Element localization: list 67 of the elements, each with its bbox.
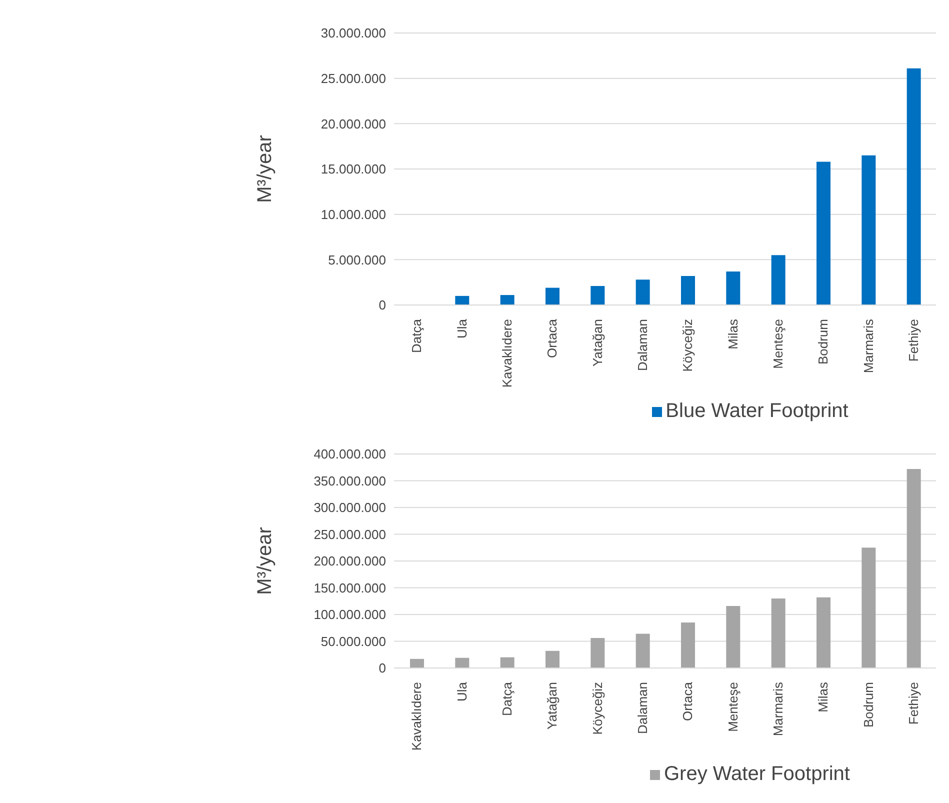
y-tick-label: 15.000.000 xyxy=(320,162,386,177)
y-tick-label: 0 xyxy=(378,660,386,676)
bar xyxy=(862,548,876,668)
x-tick-label: Yatağan xyxy=(590,319,605,366)
x-tick-label: Menteşe xyxy=(725,682,740,732)
bar xyxy=(726,606,740,668)
y-tick-label: 350.000.000 xyxy=(314,473,386,488)
x-tick-label: Marmaris xyxy=(860,318,876,374)
x-tick-label: Fethiye xyxy=(906,682,921,725)
x-tick-label: Dalaman xyxy=(634,682,650,734)
x-tick-label: Kavaklıdere xyxy=(499,319,514,388)
y-tick-label: 150.000.000 xyxy=(314,580,386,596)
bar xyxy=(681,622,695,668)
x-tick-label: Köyceğiz xyxy=(680,319,696,372)
x-tick-label: Ortaca xyxy=(680,681,696,722)
bar xyxy=(906,468,921,668)
y-axis-title: M³/year xyxy=(254,526,276,595)
x-tick-label: Ula xyxy=(454,318,470,339)
bar xyxy=(455,658,470,668)
y-tick-label: 50.000.000 xyxy=(320,634,386,649)
y-tick-label: 10.000.000 xyxy=(320,206,386,222)
bar xyxy=(410,658,424,668)
bar xyxy=(681,276,695,305)
y-tick-label: 0 xyxy=(378,298,386,313)
y-tick-label: 400.000.000 xyxy=(314,446,386,462)
legend-label: Blue Water Footprint xyxy=(666,400,848,422)
legend-label: Grey Water Footprint xyxy=(664,763,850,785)
bar xyxy=(726,271,740,305)
y-tick-label: 100.000.000 xyxy=(314,607,386,622)
bar xyxy=(546,650,560,668)
bar xyxy=(636,634,650,668)
x-tick-label: Bodrum xyxy=(860,682,876,728)
x-tick-label: Yatağan xyxy=(544,682,560,730)
x-tick-label: Menteşe xyxy=(770,319,786,369)
x-tick-label: Marmaris xyxy=(770,682,786,736)
y-tick-label: 250.000.000 xyxy=(314,526,386,542)
y-tick-label: 300.000.000 xyxy=(314,500,386,516)
x-tick-label: Ula xyxy=(454,681,470,702)
bar xyxy=(816,162,830,305)
y-tick-label: 25.000.000 xyxy=(320,70,386,86)
x-tick-label: Kavaklıdere xyxy=(409,682,424,751)
bar xyxy=(906,68,921,305)
y-tick-label: 5.000.000 xyxy=(328,252,386,268)
x-tick-label: Bodrum xyxy=(816,319,831,365)
x-tick-label: Milas xyxy=(816,682,831,712)
x-tick-label: Datça xyxy=(409,318,424,353)
bar xyxy=(500,295,514,305)
y-tick-label: 200.000.000 xyxy=(314,554,386,569)
x-tick-label: Fethiye xyxy=(906,319,921,362)
x-tick-label: Köyceğiz xyxy=(590,682,605,735)
x-tick-label: Datça xyxy=(499,681,514,716)
bar xyxy=(590,286,605,305)
bar xyxy=(816,597,830,668)
bar xyxy=(862,155,876,305)
x-tick-label: Ortaca xyxy=(544,318,560,358)
bar xyxy=(590,638,605,668)
bar xyxy=(500,657,514,668)
y-tick-label: 20.000.000 xyxy=(320,116,386,132)
bar xyxy=(546,288,560,305)
x-tick-label: Milas xyxy=(725,318,740,350)
bar xyxy=(636,280,650,305)
bar xyxy=(771,255,786,305)
y-axis-title: M³/year xyxy=(254,134,276,203)
x-tick-label: Dalaman xyxy=(634,319,650,372)
bar xyxy=(771,598,786,668)
bar xyxy=(455,296,470,305)
y-tick-label: 30.000.000 xyxy=(320,26,386,41)
